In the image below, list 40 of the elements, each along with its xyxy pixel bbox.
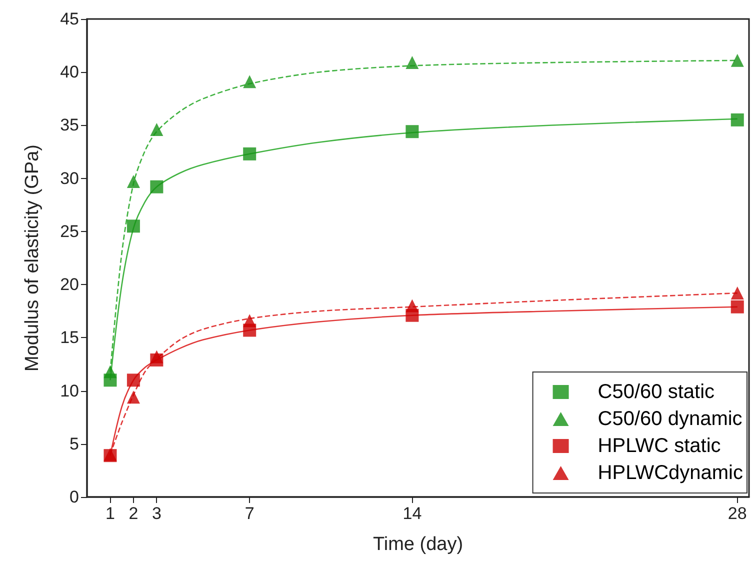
- legend-label: C50/60 dynamic: [598, 408, 742, 430]
- point: [406, 299, 419, 312]
- point: [150, 350, 164, 364]
- point: [126, 220, 140, 233]
- point: [243, 75, 256, 88]
- y-tick-label: 5: [70, 434, 79, 454]
- x-tick-label: 28: [728, 504, 747, 523]
- point: [730, 113, 744, 126]
- x-axis-title: Time (day): [372, 534, 464, 555]
- point: [243, 147, 256, 160]
- y-tick-label: 45: [60, 10, 79, 28]
- y-tick-label: 0: [70, 488, 79, 506]
- point: [406, 125, 419, 138]
- point: [126, 175, 140, 188]
- y-tick-label: 35: [60, 116, 79, 135]
- point: [150, 122, 164, 136]
- point: [406, 56, 419, 70]
- legend-label: C50/60 static: [598, 381, 715, 403]
- x-tick-label: 1: [105, 504, 115, 523]
- point: [104, 365, 117, 378]
- y-tick-label: 15: [60, 328, 79, 348]
- y-tick-label: 40: [60, 62, 79, 82]
- y-tick-label: 30: [60, 168, 79, 188]
- x-tick-label: 14: [402, 504, 422, 523]
- point: [150, 180, 164, 194]
- y-tick-label: 25: [60, 222, 79, 241]
- point: [730, 300, 744, 314]
- legend-label: HPLWCdynamic: [598, 462, 744, 484]
- point: [126, 390, 140, 404]
- x-tick-label: 7: [244, 504, 254, 523]
- point: [730, 286, 744, 300]
- point: [126, 374, 140, 387]
- x-tick-label: 2: [128, 504, 138, 523]
- y-tick-label: 10: [60, 381, 79, 400]
- legend-label: HPLWC static: [598, 435, 721, 457]
- point: [730, 54, 744, 67]
- y-axis-title: Modulus of elasticity (GPa): [22, 144, 43, 372]
- x-tick-label: 3: [152, 504, 162, 523]
- y-tick-label: 20: [60, 275, 79, 294]
- point: [243, 314, 256, 328]
